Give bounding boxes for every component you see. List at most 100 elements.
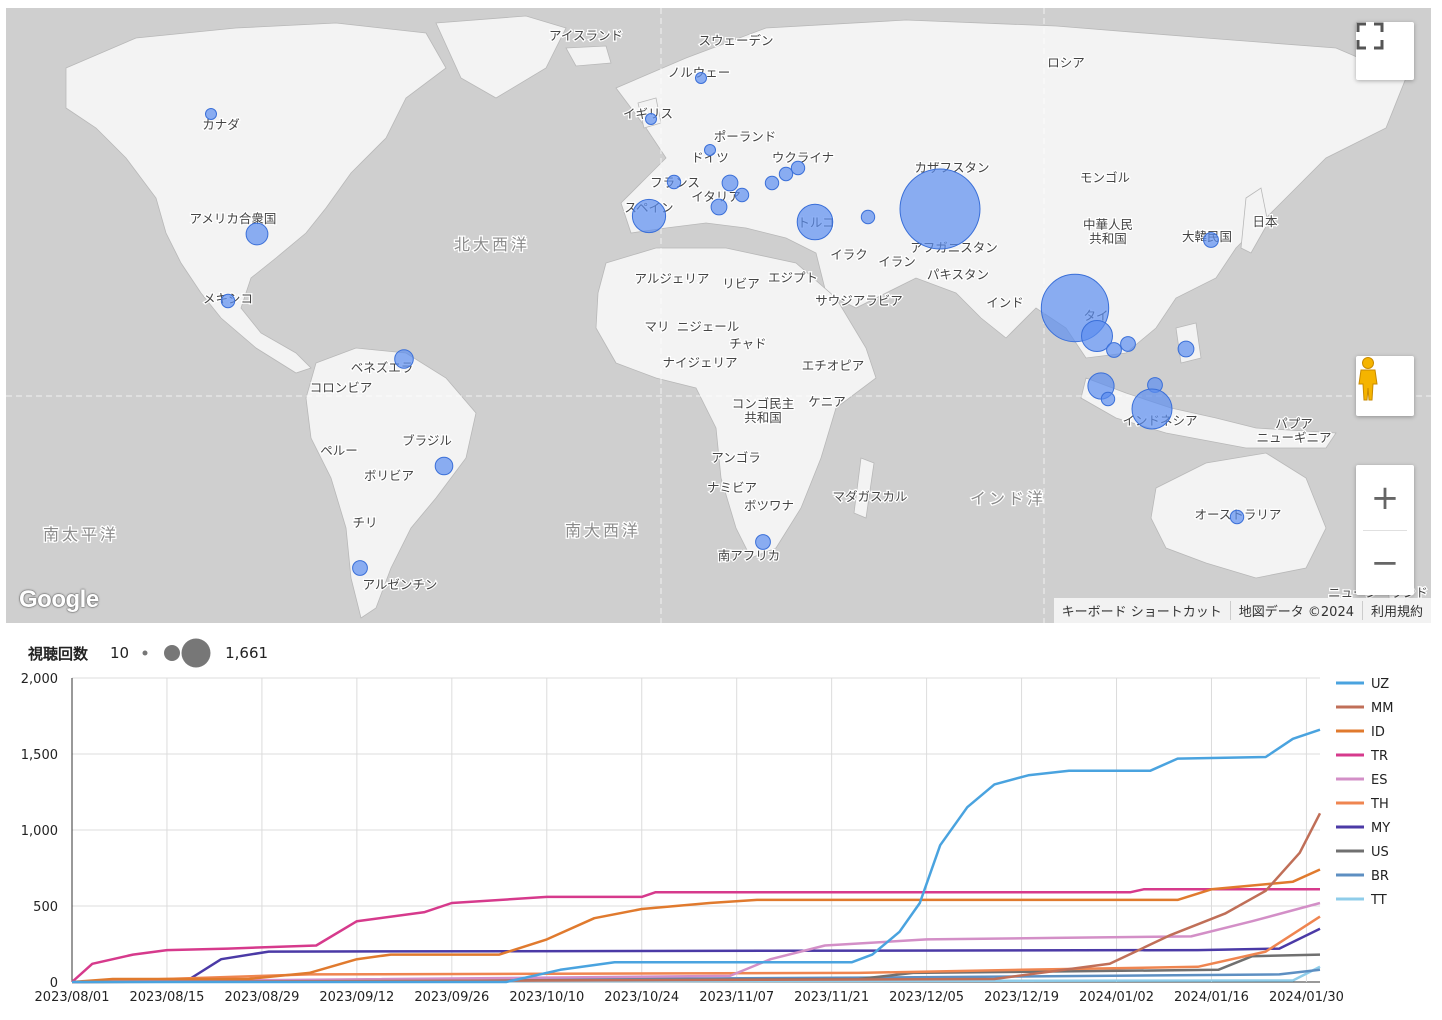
series-line-es[interactable] bbox=[71, 901, 1321, 984]
fullscreen-icon bbox=[1356, 22, 1384, 50]
legend-title: 視聴回数 bbox=[28, 644, 89, 663]
country-bubble[interactable] bbox=[710, 198, 728, 216]
country-bubble[interactable] bbox=[245, 222, 269, 246]
map-label: 北大西洋 bbox=[454, 235, 530, 254]
legend-label-th[interactable]: TH bbox=[1370, 797, 1389, 812]
country-bubble[interactable] bbox=[631, 198, 667, 234]
zoom-divider bbox=[1363, 529, 1407, 531]
map-label: 中華人民 bbox=[1083, 217, 1133, 232]
country-bubble[interactable] bbox=[764, 175, 780, 191]
legend-label-id[interactable]: ID bbox=[1371, 725, 1385, 740]
country-bubble[interactable] bbox=[1106, 342, 1122, 358]
terms-link[interactable]: 利用規約 bbox=[1361, 601, 1431, 620]
medium-bubble-marker bbox=[164, 645, 181, 661]
legend-label-my[interactable]: MY bbox=[1371, 821, 1390, 836]
x-tick-label: 2023/09/12 bbox=[319, 990, 394, 1005]
series-line-tr[interactable] bbox=[71, 888, 1320, 983]
country-bubble[interactable] bbox=[1203, 232, 1219, 248]
legend-max-value: 1,661 bbox=[225, 644, 269, 662]
land-north-america bbox=[65, 22, 447, 374]
y-tick-label: 2,000 bbox=[21, 672, 58, 687]
country-bubble[interactable] bbox=[220, 293, 236, 309]
map-label: インド洋 bbox=[970, 489, 1046, 508]
map-label: ペルー bbox=[320, 443, 358, 458]
bubble-size-legend: 視聴回数 10 1,661 bbox=[28, 636, 268, 670]
country-bubble[interactable] bbox=[645, 113, 657, 125]
google-logo[interactable]: Google bbox=[19, 586, 99, 613]
views-line-chart[interactable]: 0 500 1,000 1,500 2,000 2023/08/01 2023/08/15… bbox=[0, 664, 1442, 1020]
map-label: ニューギニア bbox=[1256, 430, 1331, 445]
country-bubble[interactable] bbox=[704, 144, 716, 156]
map-label: リビア bbox=[722, 276, 760, 291]
y-tick-label: 1,500 bbox=[21, 748, 58, 763]
country-bubble[interactable] bbox=[899, 168, 981, 250]
series-line-th[interactable] bbox=[71, 915, 1321, 984]
country-bubble[interactable] bbox=[721, 174, 739, 192]
zoom-in-button[interactable]: + bbox=[1370, 477, 1400, 518]
land-africa bbox=[595, 247, 877, 559]
legend-label-us[interactable]: US bbox=[1371, 845, 1389, 860]
map-label: ドイツ bbox=[691, 150, 729, 165]
street-view-button[interactable] bbox=[1356, 356, 1414, 416]
country-bubble[interactable] bbox=[1131, 388, 1173, 430]
country-bubble[interactable] bbox=[394, 349, 414, 369]
country-bubble[interactable] bbox=[1100, 391, 1116, 407]
legend-min-value: 10 bbox=[110, 644, 130, 662]
country-bubble[interactable] bbox=[1081, 320, 1113, 352]
country-bubble[interactable] bbox=[205, 108, 217, 120]
chart-grid bbox=[71, 677, 1320, 983]
map-label: 共和国 bbox=[744, 410, 782, 425]
x-tick-label: 2023/10/10 bbox=[509, 990, 584, 1005]
legend-label-mm[interactable]: MM bbox=[1371, 701, 1393, 716]
series-line-id[interactable] bbox=[71, 868, 1321, 984]
x-tick-label: 2023/09/26 bbox=[414, 990, 489, 1005]
series-line-uz[interactable] bbox=[72, 728, 1321, 984]
country-bubble[interactable] bbox=[755, 534, 771, 550]
map-label: コロンビア bbox=[310, 380, 373, 395]
world-map[interactable]: アイスランドスウェーデンノルウェーロシアカナダイギリスポーランドドイツウクライナ… bbox=[6, 8, 1431, 623]
x-tick-label: 2023/12/19 bbox=[984, 990, 1059, 1005]
legend-label-br[interactable]: BR bbox=[1371, 869, 1389, 884]
country-bubble[interactable] bbox=[796, 203, 834, 241]
fullscreen-button[interactable] bbox=[1356, 22, 1414, 80]
map-label: 南大西洋 bbox=[565, 521, 641, 540]
country-bubble[interactable] bbox=[778, 166, 794, 182]
country-bubble[interactable] bbox=[666, 174, 682, 190]
map-label: 日本 bbox=[1252, 214, 1278, 229]
map-label: チリ bbox=[352, 515, 377, 530]
map-label: モンゴル bbox=[1080, 170, 1130, 185]
country-bubble[interactable] bbox=[734, 187, 750, 203]
map-label: ブラジル bbox=[402, 433, 452, 448]
map-label: ボツワナ bbox=[744, 498, 794, 513]
x-tick-label: 2024/01/02 bbox=[1079, 990, 1154, 1005]
x-axis-ticks: 2023/08/01 2023/08/15 2023/08/29 2023/09/12… bbox=[35, 990, 1344, 1005]
country-bubble[interactable] bbox=[790, 160, 806, 176]
country-bubble[interactable] bbox=[695, 72, 707, 84]
y-tick-label: 500 bbox=[33, 900, 58, 915]
graticule bbox=[6, 8, 1431, 623]
country-bubble[interactable] bbox=[352, 560, 368, 576]
y-tick-label: 0 bbox=[50, 976, 58, 991]
map-label: パキスタン bbox=[927, 267, 989, 282]
x-tick-label: 2023/10/24 bbox=[604, 990, 679, 1005]
legend-label-uz[interactable]: UZ bbox=[1371, 677, 1389, 692]
land-madagascar bbox=[853, 457, 875, 519]
country-bubble[interactable] bbox=[1177, 340, 1195, 358]
zoom-out-button[interactable]: − bbox=[1370, 542, 1400, 583]
map-label: エジプト bbox=[768, 270, 818, 285]
country-bubble[interactable] bbox=[1229, 509, 1245, 525]
legend-label-tr[interactable]: TR bbox=[1370, 749, 1388, 764]
series-line-mm[interactable] bbox=[71, 812, 1322, 984]
map-label: 南アフリカ bbox=[718, 548, 781, 563]
country-bubble[interactable] bbox=[860, 209, 876, 225]
x-tick-label: 2023/08/29 bbox=[224, 990, 299, 1005]
keyboard-shortcuts-link[interactable]: キーボード ショートカット bbox=[1061, 605, 1222, 620]
map-canvas[interactable]: アイスランドスウェーデンノルウェーロシアカナダイギリスポーランドドイツウクライナ… bbox=[6, 8, 1431, 623]
legend-label-es[interactable]: ES bbox=[1371, 773, 1387, 788]
country-bubble[interactable] bbox=[434, 456, 454, 476]
legend-label-tt[interactable]: TT bbox=[1370, 893, 1387, 908]
chart-legend[interactable]: UZ MM ID TR ES TH MY US BR TT bbox=[1336, 677, 1393, 908]
land-eurasia bbox=[615, 19, 1407, 359]
map-bubbles bbox=[205, 72, 1245, 576]
country-bubble[interactable] bbox=[1120, 336, 1136, 352]
